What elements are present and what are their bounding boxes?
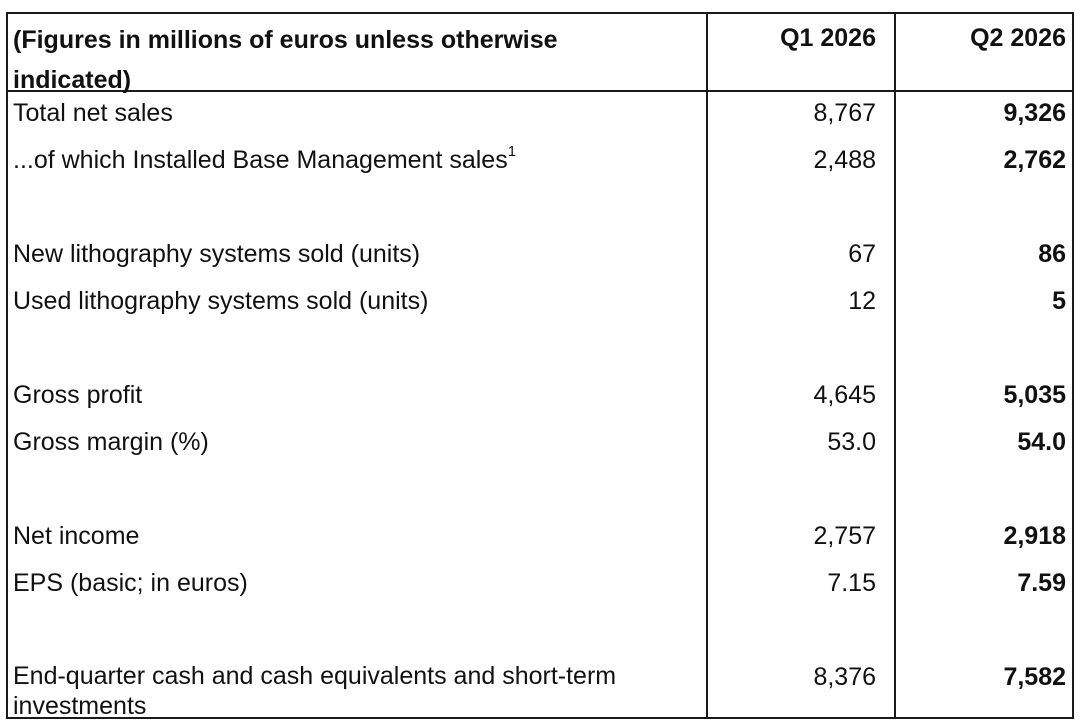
row-q2-gross-profit: 5,035 [1003,381,1066,409]
row-q1-net-income: 2,757 [813,522,876,550]
row-q1-eps: 7.15 [827,569,876,597]
footnote-marker: 1 [507,142,517,160]
column-divider-q2 [894,12,896,719]
row-label-gross-profit: Gross profit [13,381,143,409]
row-label-used-systems: Used lithography systems sold (units) [13,287,429,315]
table-border-top [6,12,1074,14]
row-label-ibm-sales-text: ...of which Installed Base Management sa… [13,146,508,174]
table-border-bottom [6,717,1074,719]
row-label-net-income: Net income [13,522,140,550]
column-divider-q1 [706,12,708,719]
header-divider [6,90,1074,92]
header-q1: Q1 2026 [780,24,876,52]
row-q1-gross-margin: 53.0 [827,428,876,456]
row-label-total-net-sales: Total net sales [13,99,173,127]
row-q1-used-systems: 12 [848,287,876,315]
row-q2-total-net-sales: 9,326 [1003,99,1066,127]
row-q2-net-income: 2,918 [1003,522,1066,550]
row-q2-cash: 7,582 [1003,663,1066,691]
header-label: (Figures in millions of euros unless oth… [13,26,558,94]
row-label-ibm-sales: ...of which Installed Base Management sa… [13,144,516,176]
row-label-cash: End-quarter cash and cash equivalents an… [13,662,617,720]
row-q2-ibm-sales: 2,762 [1003,146,1066,174]
row-q2-new-systems: 86 [1038,240,1066,268]
row-q2-gross-margin: 54.0 [1017,428,1066,456]
row-label-eps: EPS (basic; in euros) [13,569,248,597]
row-q1-cash: 8,376 [813,663,876,691]
row-q1-total-net-sales: 8,767 [813,99,876,127]
row-label-gross-margin: Gross margin (%) [13,428,209,456]
row-q2-used-systems: 5 [1052,287,1066,315]
row-q2-eps: 7.59 [1017,569,1066,597]
table-border-right [1072,12,1074,719]
row-q1-ibm-sales: 2,488 [813,146,876,174]
row-q1-new-systems: 67 [848,240,876,268]
row-q1-gross-profit: 4,645 [813,381,876,409]
table-border-left [6,12,8,719]
row-label-new-systems: New lithography systems sold (units) [13,240,421,268]
header-q2: Q2 2026 [970,24,1066,52]
financial-summary-table: (Figures in millions of euros unless oth… [6,12,1074,720]
